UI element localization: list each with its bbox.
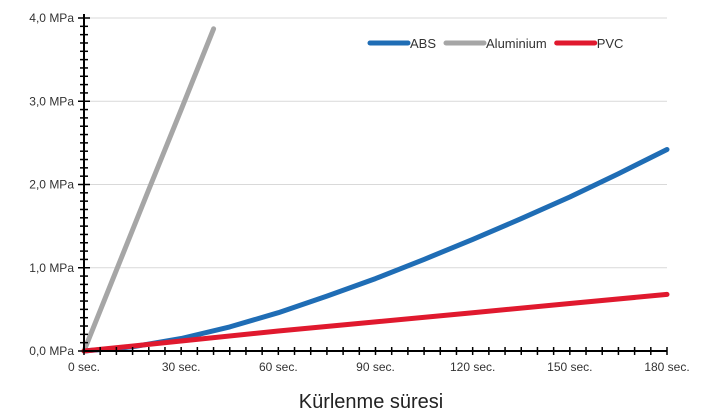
legend-label-aluminium: Aluminium [486, 36, 547, 51]
y-tick-label: 4,0 MPa [29, 11, 74, 25]
axis-ticks: 0,0 MPa 1,0 MPa 2,0 MPa 3,0 MPa 4,0 MPa 0 sec… [29, 11, 689, 374]
x-tick-label: 120 sec. [450, 360, 495, 374]
y-tick-label: 3,0 MPa [29, 94, 74, 108]
x-tick-label: 150 sec. [547, 360, 592, 374]
y-tick-label: 0,0 MPa [29, 344, 74, 358]
x-tick-label: 180 sec. [644, 360, 689, 374]
legend-label-abs: ABS [410, 36, 436, 51]
x-tick-label: 30 sec. [162, 360, 201, 374]
series-line-pvc [81, 291, 670, 354]
legend: ABS Aluminium PVC [367, 36, 624, 51]
series-lines [81, 26, 670, 354]
y-tick-label: 2,0 MPa [29, 178, 74, 192]
x-tick-label: 60 sec. [259, 360, 298, 374]
x-tick-label: 90 sec. [356, 360, 395, 374]
x-axis-label: Kürlenme süresi [299, 391, 444, 413]
grid-lines [84, 17, 667, 269]
x-tick-label: 0 sec. [68, 360, 100, 374]
series-line-aluminium [81, 26, 217, 354]
legend-label-pvc: PVC [597, 36, 624, 51]
y-tick-label: 1,0 MPa [29, 261, 74, 275]
